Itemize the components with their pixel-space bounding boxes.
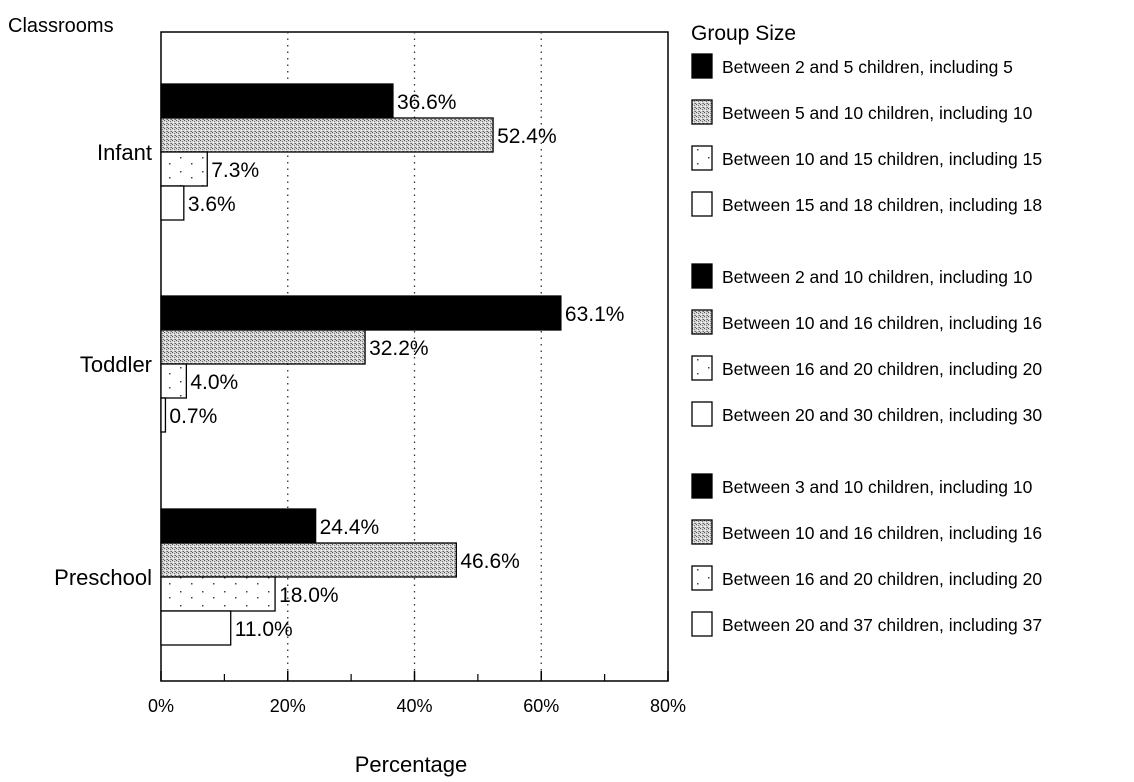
category-group-toddler: Toddler 63.1% 32.2% 4.0% 0.7% [80,295,625,433]
x-tick-label: 60% [523,696,559,716]
legend-item: Between 20 and 37 children, including 37 [691,611,1042,637]
legend: Between 2 and 5 children, including 5 Bet… [691,53,1042,637]
legend-label: Between 10 and 15 children, including 15 [722,149,1042,169]
legend-label: Between 3 and 10 children, including 10 [722,477,1033,497]
legend-item: Between 5 and 10 children, including 10 [691,99,1033,125]
legend-item: Between 16 and 20 children, including 20 [691,355,1042,381]
legend-item: Between 15 and 18 children, including 18 [691,191,1042,217]
bar [160,295,562,331]
legend-label: Between 10 and 16 children, including 16 [722,523,1042,543]
data-label: 11.0% [235,618,293,641]
legend-item: Between 20 and 30 children, including 30 [691,401,1042,427]
legend-swatch [691,565,713,591]
data-label: 46.6% [460,550,520,573]
bar [160,397,167,433]
data-label: 36.6% [397,91,457,114]
legend-swatch [691,99,713,125]
bar [160,117,494,153]
bar [160,508,317,544]
legend-item: Between 2 and 10 children, including 10 [691,263,1033,289]
bar [160,576,276,612]
data-label: 4.0% [190,371,238,394]
bars: Infant 36.6% 52.4% 7.3% 3.6% Toddler 63.1% 32.2… [54,83,625,646]
legend-label: Between 20 and 30 children, including 30 [722,405,1042,425]
data-label: 24.4% [320,516,380,539]
legend-title: Group Size [691,22,796,45]
category-label: Preschool [54,565,152,590]
x-axis-ticks: 0% 20% 40% 60% 80% [148,671,686,716]
legend-label: Between 2 and 10 children, including 10 [722,267,1033,287]
data-label: 7.3% [211,159,259,182]
legend-item: Between 10 and 15 children, including 15 [691,145,1042,171]
data-label: 0.7% [169,405,217,428]
legend-item: Between 10 and 16 children, including 16 [691,309,1042,335]
legend-label: Between 15 and 18 children, including 18 [722,195,1042,215]
legend-swatch [691,355,713,381]
legend-label: Between 20 and 37 children, including 37 [722,615,1042,635]
legend-label: Between 16 and 20 children, including 20 [722,359,1042,379]
x-axis-title: Percentage [355,752,468,777]
legend-item: Between 10 and 16 children, including 16 [691,519,1042,545]
bar [160,83,394,119]
legend-label: Between 2 and 5 children, including 5 [722,57,1013,77]
category-label: Toddler [80,352,152,377]
data-label: 52.4% [497,125,557,148]
legend-swatch [691,473,713,499]
x-tick-label: 40% [396,696,432,716]
bar [160,610,232,646]
legend-swatch [691,53,713,79]
legend-label: Between 5 and 10 children, including 10 [722,103,1033,123]
x-tick-label: 20% [270,696,306,716]
legend-label: Between 10 and 16 children, including 16 [722,313,1042,333]
legend-swatch [691,401,713,427]
data-label: 3.6% [188,193,236,216]
bar [160,329,366,365]
category-group-infant: Infant 36.6% 52.4% 7.3% 3.6% [97,83,557,221]
legend-item: Between 3 and 10 children, including 10 [691,473,1033,499]
category-group-preschool: Preschool 24.4% 46.6% 18.0% 11.0% [54,508,520,646]
legend-swatch [691,263,713,289]
legend-item: Between 16 and 20 children, including 20 [691,565,1042,591]
legend-swatch [691,611,713,637]
data-label: 18.0% [279,584,339,607]
category-label: Infant [97,140,152,165]
legend-swatch [691,309,713,335]
legend-swatch [691,191,713,217]
bar [160,151,208,187]
bar [160,542,457,578]
data-label: 32.2% [369,337,429,360]
legend-item: Between 2 and 5 children, including 5 [691,53,1013,79]
bar [160,185,185,221]
data-label: 63.1% [565,303,625,326]
y-axis-title: Classrooms [8,15,114,37]
legend-swatch [691,519,713,545]
legend-swatch [691,145,713,171]
x-tick-label: 80% [650,696,686,716]
bar [160,363,188,399]
legend-label: Between 16 and 20 children, including 20 [722,569,1042,589]
x-tick-label: 0% [148,696,174,716]
